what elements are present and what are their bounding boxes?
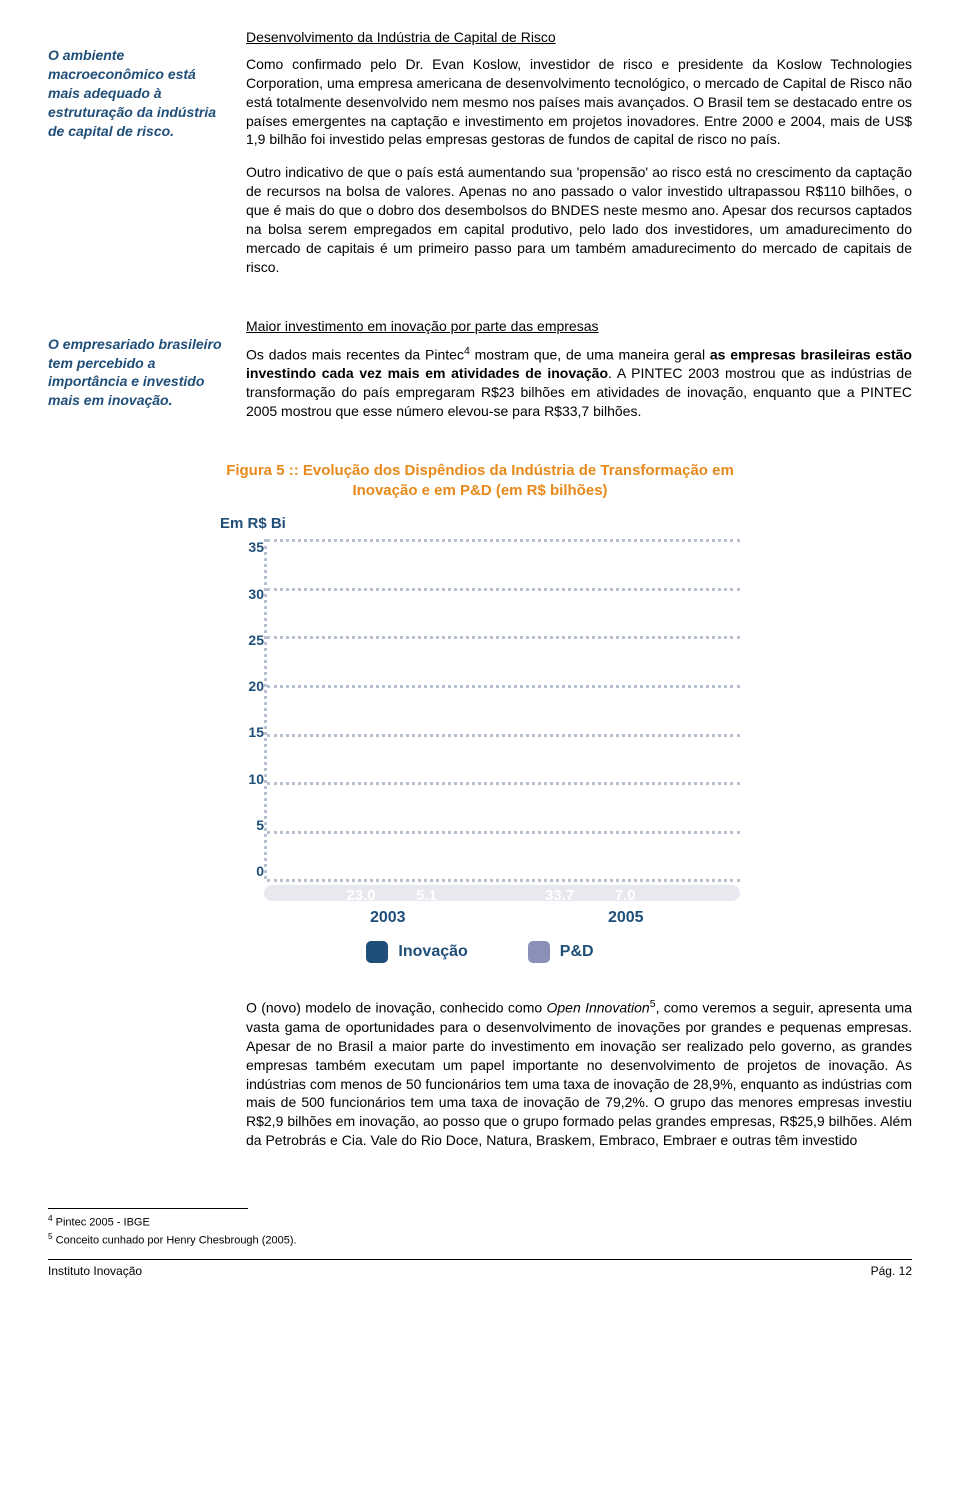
chart-y-tick: 15 <box>248 724 264 740</box>
chart-title: Figura 5 :: Evolução dos Dispêndios da I… <box>210 461 750 502</box>
chart-gridline <box>267 734 740 737</box>
footnote-5: 5 Conceito cunhado por Henry Chesbrough … <box>48 1231 912 1249</box>
chart-y-tick: 30 <box>248 586 264 602</box>
chart-legend-swatch <box>528 941 550 963</box>
chart-figure-5: Em R$ Bi 35302520151050 23.05.133.77.0 2… <box>220 519 740 963</box>
paragraph: Como confirmado pelo Dr. Evan Koslow, in… <box>246 55 912 149</box>
main-text-1: Desenvolvimento da Indústria de Capital … <box>246 28 912 291</box>
chart-gridline <box>267 636 740 639</box>
chart-bar-value: 23.0 <box>346 887 375 904</box>
chart-gridline <box>267 831 740 834</box>
chart-plot-area: 23.05.133.77.0 <box>264 539 740 879</box>
chart-gridline <box>267 879 740 882</box>
footer-right: Pág. 12 <box>871 1264 912 1278</box>
chart-legend-item: P&D <box>528 941 594 963</box>
chart-y-axis: 35 30 25 20 15 10 5 0 <box>220 519 264 879</box>
text-italic: Open Innovation <box>547 1000 650 1016</box>
chart-gridline <box>267 782 740 785</box>
paragraph: O (novo) modelo de inovação, conhecido c… <box>246 997 912 1150</box>
section-open-innovation: O (novo) modelo de inovação, conhecido c… <box>48 997 912 1164</box>
chart-gridline <box>267 539 740 542</box>
chart-x-tick: 2003 <box>264 909 512 927</box>
sidebar-note-2: O empresariado brasileiro tem percebido … <box>48 317 228 435</box>
footer-left: Instituto Inovação <box>48 1264 142 1278</box>
chart-bar-value: 7.0 <box>615 887 636 904</box>
footnote-rule <box>48 1208 248 1209</box>
chart-y-tick: 10 <box>248 771 264 787</box>
sidebar-empty <box>48 997 228 1164</box>
section-inovacao-empresas: O empresariado brasileiro tem percebido … <box>48 317 912 435</box>
chart-y-tick: 20 <box>248 678 264 694</box>
heading-inovacao: Maior investimento em inovação por parte… <box>246 317 912 336</box>
chart-gridline <box>267 685 740 688</box>
footnote-4: 4 Pintec 2005 - IBGE <box>48 1213 912 1231</box>
sidebar-note-1: O ambiente macroeconômico está mais adeq… <box>48 28 228 291</box>
paragraph: Os dados mais recentes da Pintec4 mostra… <box>246 344 912 421</box>
chart-bar-value: 33.7 <box>545 887 574 904</box>
chart-x-labels: 20032005 <box>264 909 740 927</box>
footnote-text: Pintec 2005 - IBGE <box>53 1217 150 1229</box>
chart-legend-swatch <box>366 941 388 963</box>
paragraph: Outro indicativo de que o país está aume… <box>246 163 912 276</box>
chart-y-tick: 0 <box>256 863 264 879</box>
chart-legend: Inovação P&D <box>220 941 740 963</box>
chart-y-tick: 5 <box>256 817 264 833</box>
chart-x-axis-base <box>264 885 740 901</box>
footnote-text: Conceito cunhado por Henry Chesbrough (2… <box>53 1235 297 1247</box>
chart-bar-value: 5.1 <box>416 887 437 904</box>
chart-legend-item: Inovação <box>366 941 467 963</box>
section-capital-risco: O ambiente macroeconômico está mais adeq… <box>48 28 912 291</box>
text: Os dados mais recentes da Pintec <box>246 346 464 362</box>
chart-x-tick: 2005 <box>512 909 740 927</box>
chart-legend-label: Inovação <box>398 944 467 961</box>
chart-y-tick: 25 <box>248 632 264 648</box>
text: , como veremos a seguir, apresenta uma v… <box>246 1000 912 1148</box>
chart-gridline <box>267 588 740 591</box>
text: mostram que, de uma maneira geral <box>470 346 710 362</box>
chart-y-label: Em R$ Bi <box>220 515 286 532</box>
page-footer: Instituto Inovação Pág. 12 <box>48 1259 912 1278</box>
heading-capital-risco: Desenvolvimento da Indústria de Capital … <box>246 28 912 47</box>
chart-legend-label: P&D <box>560 944 594 961</box>
main-text-2: Maior investimento em inovação por parte… <box>246 317 912 435</box>
text: O (novo) modelo de inovação, conhecido c… <box>246 1000 547 1016</box>
footnotes: 4 Pintec 2005 - IBGE 5 Conceito cunhado … <box>48 1208 912 1249</box>
main-text-3: O (novo) modelo de inovação, conhecido c… <box>246 997 912 1164</box>
chart-y-tick: 35 <box>248 539 264 555</box>
